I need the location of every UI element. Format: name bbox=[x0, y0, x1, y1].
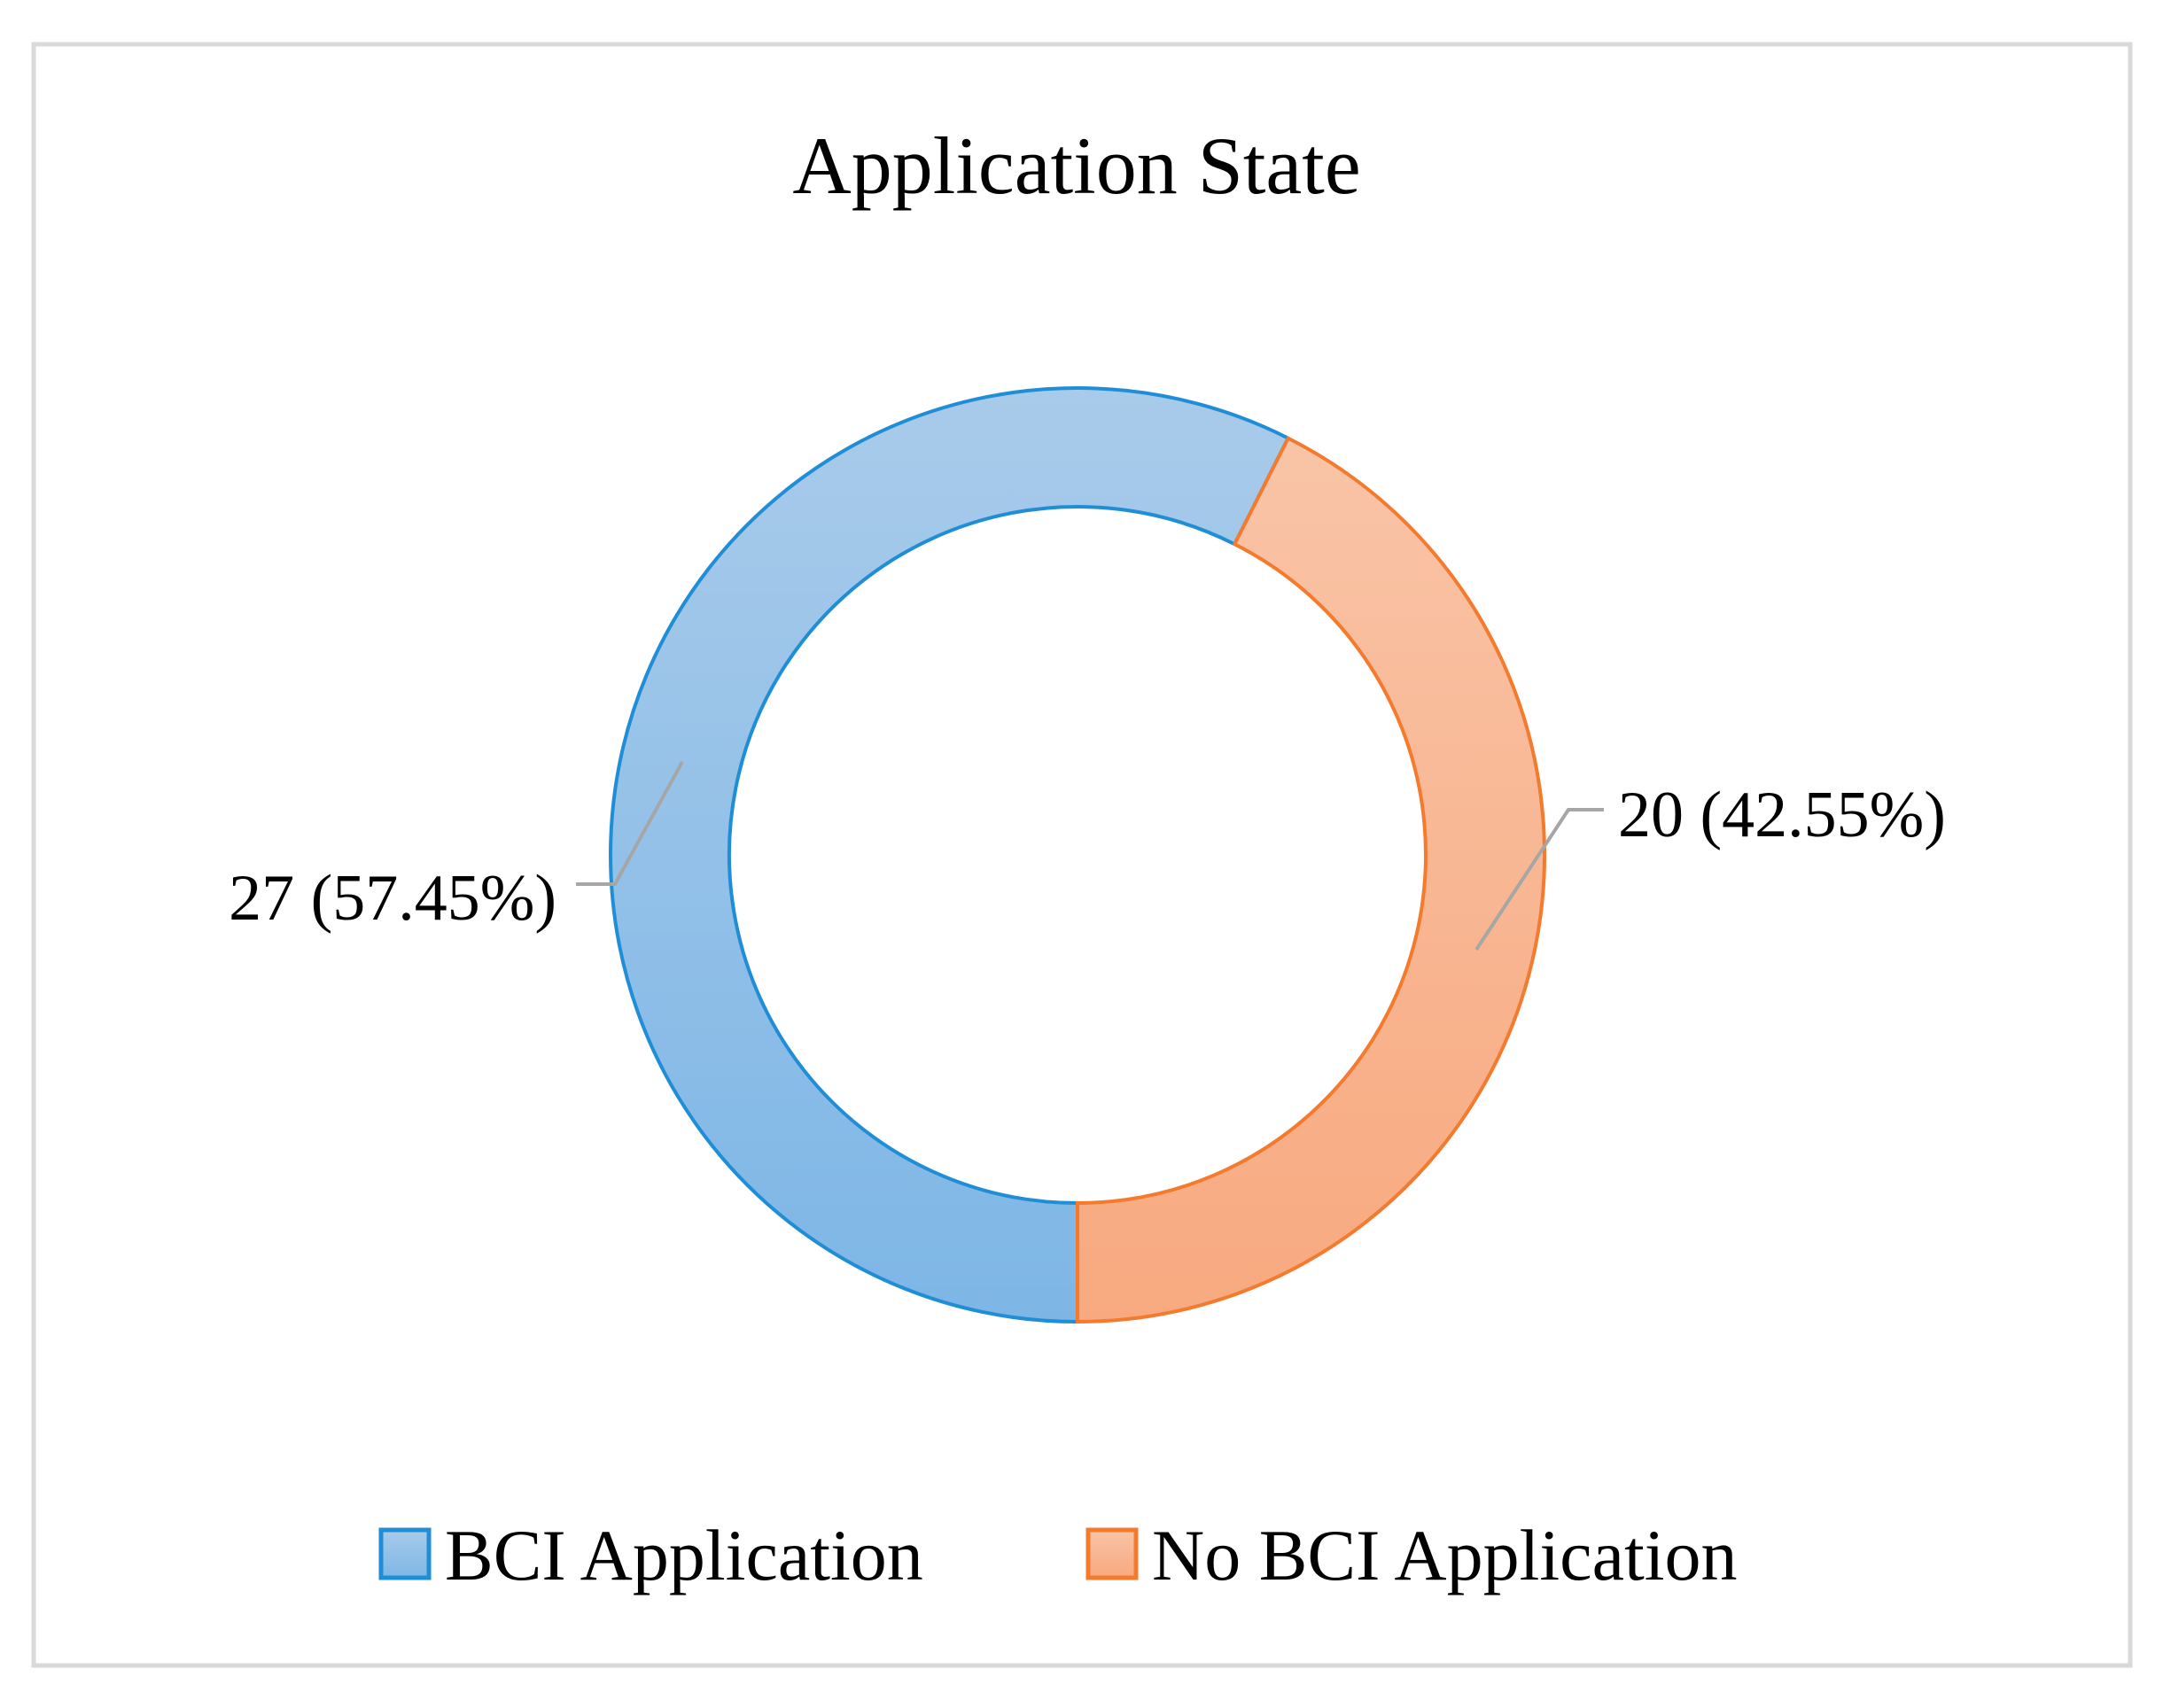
chart-title: Application State bbox=[792, 120, 1360, 211]
data-label-no-bci: 20 (42.55%) bbox=[1618, 779, 1946, 851]
legend-swatch-bci bbox=[378, 1527, 432, 1580]
data-label-bci: 27 (57.45%) bbox=[229, 862, 556, 935]
chart-frame bbox=[31, 42, 2133, 1668]
legend-label-bci: BCI Application bbox=[445, 1515, 923, 1595]
legend-label-no-bci: No BCI Application bbox=[1152, 1515, 1738, 1595]
legend: BCI Application No BCI Application bbox=[378, 1515, 1738, 1595]
legend-swatch-no-bci bbox=[1085, 1527, 1139, 1580]
leader-line-bci bbox=[576, 761, 684, 886]
slice-no-bci bbox=[1076, 435, 1546, 1324]
leader-lines bbox=[576, 761, 1604, 951]
leader-line-no-bci bbox=[1474, 808, 1604, 951]
slice-bci bbox=[609, 386, 1291, 1324]
slices-layer bbox=[609, 386, 1546, 1324]
